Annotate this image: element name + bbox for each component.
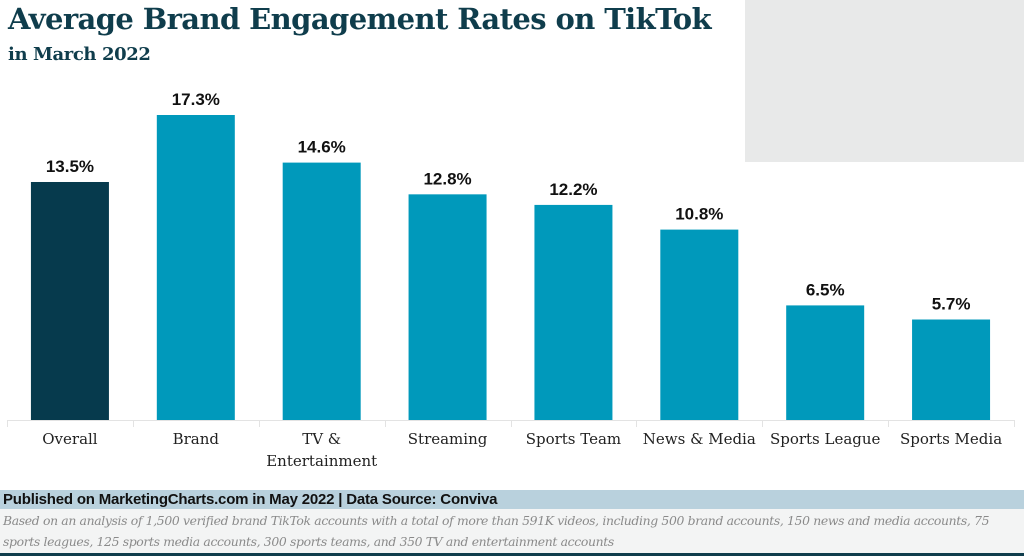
data-label: 10.8% (675, 205, 723, 224)
data-label: 17.3% (172, 90, 220, 109)
bar-streaming (408, 194, 487, 420)
category-label: Entertainment (266, 452, 377, 470)
category-label: Overall (42, 430, 98, 448)
chart-title: Average Brand Engagement Rates on TikTok (8, 2, 712, 36)
data-label: 6.5% (806, 280, 845, 299)
bar-chart: 13.5% 17.3% 14.6% 12.8% 12.2% 10.8% 6.5% 5.7% O… (7, 90, 1015, 470)
bar-sports-team (534, 204, 613, 420)
data-label: 14.6% (298, 138, 346, 157)
footer-note-band (0, 509, 1024, 553)
footer-source-band (0, 490, 1024, 509)
bar-sports-media (912, 319, 991, 420)
bar-overall (30, 181, 109, 420)
bar-brand (156, 115, 235, 420)
data-label: 13.5% (46, 157, 94, 176)
category-label: Sports League (770, 430, 881, 448)
data-label: 12.2% (549, 180, 597, 199)
bar-tv-entertainment (282, 162, 361, 421)
decorative-gray-panel (745, 0, 1024, 162)
category-label: Brand (173, 430, 220, 448)
category-label: News & Media (643, 430, 756, 448)
data-label: 12.8% (423, 169, 471, 188)
category-label: Sports Media (900, 430, 1002, 448)
bar-news-media (660, 229, 739, 420)
footer-source-text: Published on MarketingCharts.com in May … (3, 491, 498, 508)
bar-sports-league (786, 305, 865, 420)
bottom-rule (0, 553, 1024, 556)
data-label: 5.7% (932, 295, 971, 314)
category-label: Streaming (408, 430, 488, 448)
chart-subtitle: in March 2022 (8, 44, 151, 65)
footer-methodology-note: Based on an analysis of 1,500 verified b… (3, 513, 990, 549)
category-label: Sports Team (526, 430, 621, 448)
category-label: TV & (302, 430, 341, 448)
